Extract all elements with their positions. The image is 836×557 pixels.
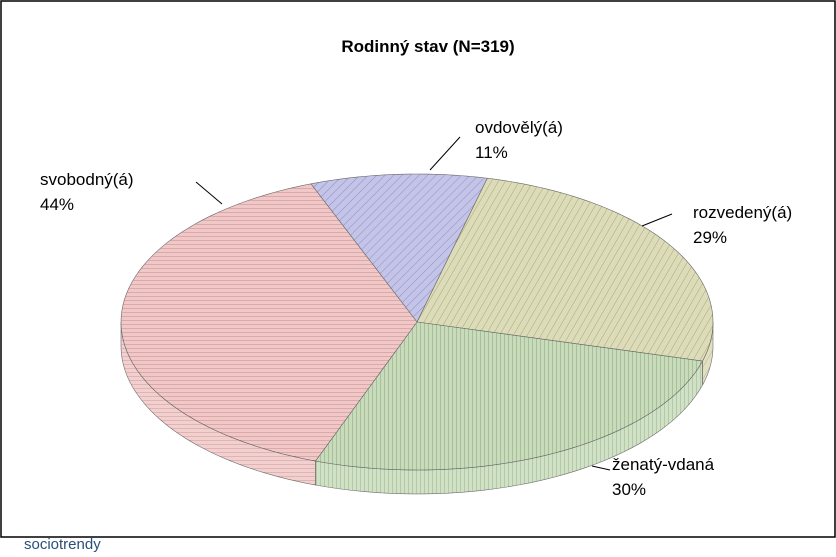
leader-line [195, 181, 223, 205]
leader-line [641, 213, 673, 227]
pie-slice [314, 321, 703, 471]
leader-line [429, 136, 461, 171]
pie-slice [120, 183, 418, 462]
slice-value-label: 44% [40, 195, 74, 214]
pie-slice [310, 173, 488, 323]
slice-label: ženatý-vdaná [612, 455, 715, 474]
pie-slice [416, 177, 714, 362]
slice-label: ovdovělý(á) [475, 118, 563, 137]
footer-logo: sociotrendy [24, 536, 101, 553]
slice-value-label: 30% [612, 480, 646, 499]
slice-value-label: 11% [475, 143, 508, 162]
chart-title: Rodinný stav (N=319) [341, 37, 514, 56]
leader-line [591, 465, 611, 471]
slice-label: svobodný(á) [40, 170, 134, 189]
slice-value-label: 29% [693, 228, 727, 247]
slice-label: rozvedený(á) [693, 203, 792, 222]
